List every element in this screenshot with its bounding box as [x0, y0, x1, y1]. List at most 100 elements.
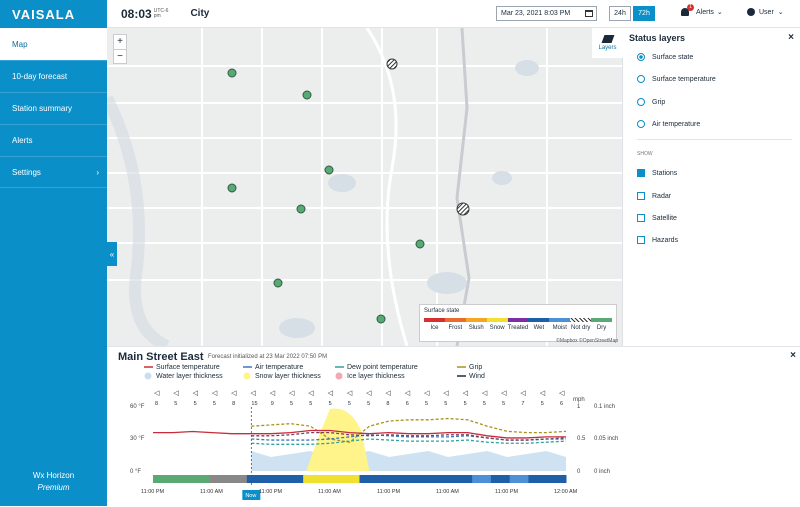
option-label: Radar: [652, 192, 672, 200]
legend-swatch: [144, 372, 152, 380]
chevron-down-icon: ⌄: [716, 9, 723, 16]
wind-arrow: ◁: [559, 389, 565, 397]
legend-swatch: [243, 372, 251, 380]
grip-line: [251, 417, 567, 443]
wind-speed-label: 5: [367, 401, 370, 407]
current-time: 08:03: [121, 6, 152, 21]
legend-swatch: [424, 318, 445, 322]
sidebar-item-alerts[interactable]: Alerts: [0, 124, 107, 156]
surface-state-segment: [509, 475, 529, 483]
wind-speed-label: 5: [329, 401, 332, 407]
radio-button[interactable]: [637, 75, 645, 83]
wind-arrow: ◁: [289, 389, 295, 397]
surface-state-segment: [321, 475, 342, 483]
range-24h-button[interactable]: 24h: [609, 6, 631, 21]
layers-panel: Layers Status layers × Surface state Sur…: [592, 28, 800, 346]
wind-speed-label: 5: [290, 401, 293, 407]
sidebar-item-label: Station summary: [12, 104, 73, 113]
date-value: Mar 23, 2021 8:03 PM: [501, 10, 571, 17]
water-layer-area: [251, 451, 567, 471]
show-option-radar[interactable]: Radar: [637, 192, 671, 200]
status-option-grip[interactable]: Grip: [637, 98, 665, 106]
wind-arrow: ◁: [308, 389, 314, 397]
wind-arrow: ◁: [193, 389, 199, 397]
wind-speed-label: 5: [194, 401, 197, 407]
map-canvas: [107, 28, 622, 346]
y-right-tick-label: 0.05 inch: [594, 436, 618, 442]
x-tick-label: 11:00 AM: [318, 489, 341, 495]
status-option-surface-temperature[interactable]: Surface temperature: [637, 75, 716, 83]
wind-speed-label: 7: [521, 401, 524, 407]
checkbox[interactable]: [637, 236, 645, 244]
wind-speed-label: 8: [232, 401, 235, 407]
sidebar: VAISALA Map 10-day forecast Station summ…: [0, 0, 107, 506]
surface-state-segment: [340, 475, 360, 483]
x-tick-label: 11:00 PM: [259, 489, 283, 495]
option-label: Grip: [652, 98, 666, 106]
bell-icon: 1: [681, 4, 694, 16]
option-label: Stations: [652, 169, 678, 177]
show-option-satellite[interactable]: Satellite: [637, 214, 677, 222]
checkbox[interactable]: [637, 214, 645, 222]
legend-color-bar: [424, 318, 613, 322]
panel-title: Status layers: [629, 33, 686, 43]
collapse-sidebar-button[interactable]: «: [107, 242, 117, 266]
legend-label: Ice: [430, 325, 439, 331]
surface-state-segment: [547, 475, 567, 483]
user-icon: [747, 8, 755, 16]
wind-speed-label: 6: [406, 401, 409, 407]
product-tier: Premium: [37, 483, 70, 492]
close-icon[interactable]: ×: [788, 32, 794, 43]
forecast-chart: Surface temperature Water layer thickness…: [130, 364, 618, 500]
sidebar-item-label: Alerts: [12, 136, 33, 145]
legend-title: Surface state: [424, 308, 460, 314]
radio-button[interactable]: [637, 120, 645, 128]
zoom-out-button[interactable]: −: [114, 49, 126, 63]
range-72h-button[interactable]: 72h: [633, 6, 655, 21]
option-label: Air temperature: [652, 120, 701, 128]
status-option-surface-state[interactable]: Surface state: [637, 53, 693, 61]
date-picker[interactable]: Mar 23, 2021 8:03 PM: [496, 6, 597, 21]
alerts-count-badge: 1: [687, 4, 694, 11]
legend-label: Wind: [469, 373, 485, 380]
legend-label: Dry: [596, 325, 607, 331]
show-option-hazards[interactable]: Hazards: [637, 236, 678, 244]
legend-label: Grip: [469, 364, 482, 371]
status-option-air-temperature[interactable]: Air temperature: [637, 120, 700, 128]
radio-button[interactable]: [637, 53, 645, 61]
surface-state-segment: [303, 475, 323, 483]
option-label: Surface temperature: [652, 75, 716, 83]
y-right-tick-label: 0.1 inch: [594, 404, 615, 410]
wind-arrow: ◁: [463, 389, 469, 397]
x-tick-label: 11:00 PM: [377, 489, 401, 495]
legend-label: Frost: [448, 325, 463, 331]
checkbox[interactable]: [637, 192, 645, 200]
legend-label: Dew point temperature: [347, 364, 418, 371]
wind-speed-label: 5: [425, 401, 428, 407]
legend-swatch: [465, 318, 487, 322]
wind-speed-label: 5: [348, 401, 351, 407]
y-right-tick-label: 0 inch: [594, 469, 610, 475]
close-icon[interactable]: ×: [790, 350, 796, 361]
show-option-stations[interactable]: Stations: [637, 169, 677, 177]
sidebar-item-10-day-forecast[interactable]: 10-day forecast: [0, 60, 107, 92]
legend-label: Wet: [533, 325, 545, 331]
alerts-menu[interactable]: 1 Alerts ⌄: [681, 4, 723, 16]
radio-button[interactable]: [637, 98, 645, 106]
zoom-in-button[interactable]: +: [117, 36, 123, 47]
checkbox[interactable]: [637, 169, 645, 177]
chevron-down-icon: ⌄: [777, 9, 784, 16]
y-tick-label: 60 °F: [130, 404, 145, 410]
sidebar-item-station-summary[interactable]: Station summary: [0, 92, 107, 124]
surface-state-segment: [246, 475, 267, 483]
surface-state-segment: [453, 475, 473, 483]
option-label: Satellite: [652, 214, 677, 222]
wind-arrow: ◁: [366, 389, 372, 397]
wind-speed-label: 5: [541, 401, 544, 407]
map-view[interactable]: + − Surface state Ice Frost Slush Snow Treat…: [107, 28, 622, 346]
layers-button[interactable]: Layers: [592, 28, 623, 58]
user-menu[interactable]: User ⌄: [747, 8, 784, 16]
sidebar-item-settings[interactable]: Settings ›: [0, 156, 107, 188]
sidebar-item-map[interactable]: Map: [0, 28, 107, 60]
surface-state-segment: [528, 475, 548, 483]
